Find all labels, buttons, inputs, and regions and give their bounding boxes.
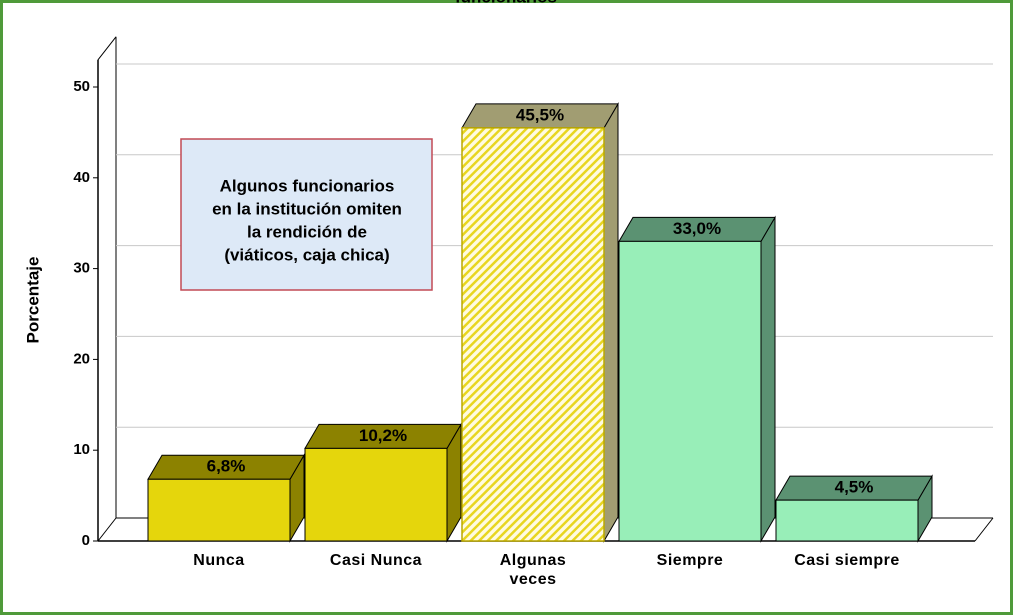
annotation: Algunos funcionarios en la institución om… bbox=[180, 138, 433, 291]
bar bbox=[147, 453, 305, 543]
y-tick-label: 40 bbox=[73, 169, 90, 186]
x-tick-label: Siempre bbox=[656, 552, 724, 569]
bar bbox=[461, 102, 619, 543]
bar bbox=[618, 215, 776, 543]
annotation-line: (viáticos, caja chica) bbox=[224, 245, 389, 264]
x-tick-label: Algunas veces bbox=[499, 552, 567, 588]
bar-front bbox=[304, 447, 448, 542]
bar-front bbox=[775, 499, 919, 542]
floor-left bbox=[97, 517, 117, 542]
y-axis-label: Porcentaje bbox=[23, 257, 42, 344]
x-tick-label-box: Casi Nunca bbox=[329, 552, 423, 569]
value-label: 4,5% bbox=[835, 478, 874, 497]
bar bbox=[304, 422, 462, 543]
bar bbox=[775, 474, 933, 543]
bar-front bbox=[147, 478, 291, 542]
value-label: 33,0% bbox=[673, 219, 721, 238]
x-tick-label-box: Casi siempre bbox=[794, 552, 900, 569]
floor-right bbox=[974, 517, 994, 542]
x-tick-label: Nunca bbox=[193, 552, 245, 569]
y-tick-label: 30 bbox=[73, 260, 90, 277]
value-label: 10,2% bbox=[359, 426, 407, 445]
value-label: 6,8% bbox=[207, 457, 246, 476]
bar-side bbox=[760, 215, 776, 543]
x-tick-label-box: Algunas veces bbox=[499, 552, 567, 588]
annotation-box bbox=[180, 138, 433, 291]
annotation-line: en la institución omiten bbox=[212, 199, 402, 218]
x-tick-label: Casi siempre bbox=[794, 552, 900, 569]
y-tick-label: 0 bbox=[82, 532, 90, 549]
bar-front bbox=[618, 240, 762, 542]
value-label: 45,5% bbox=[516, 105, 564, 124]
x-tick-label: Casi Nunca bbox=[329, 552, 423, 569]
y-tick-label: 10 bbox=[73, 441, 90, 458]
y-tick-label: 20 bbox=[73, 350, 90, 367]
bar-front bbox=[461, 127, 605, 542]
bar-side bbox=[603, 102, 619, 543]
x-tick-label-box: Siempre bbox=[656, 552, 724, 569]
annotation-line: la rendición de bbox=[247, 222, 367, 241]
wall-top-left bbox=[97, 36, 117, 61]
y-tick-label: 50 bbox=[73, 78, 90, 95]
x-tick-label-box: Nunca bbox=[193, 552, 245, 569]
chart-title: funcionarios bbox=[455, 0, 557, 6]
annotation-line: Algunos funcionarios bbox=[220, 176, 395, 195]
